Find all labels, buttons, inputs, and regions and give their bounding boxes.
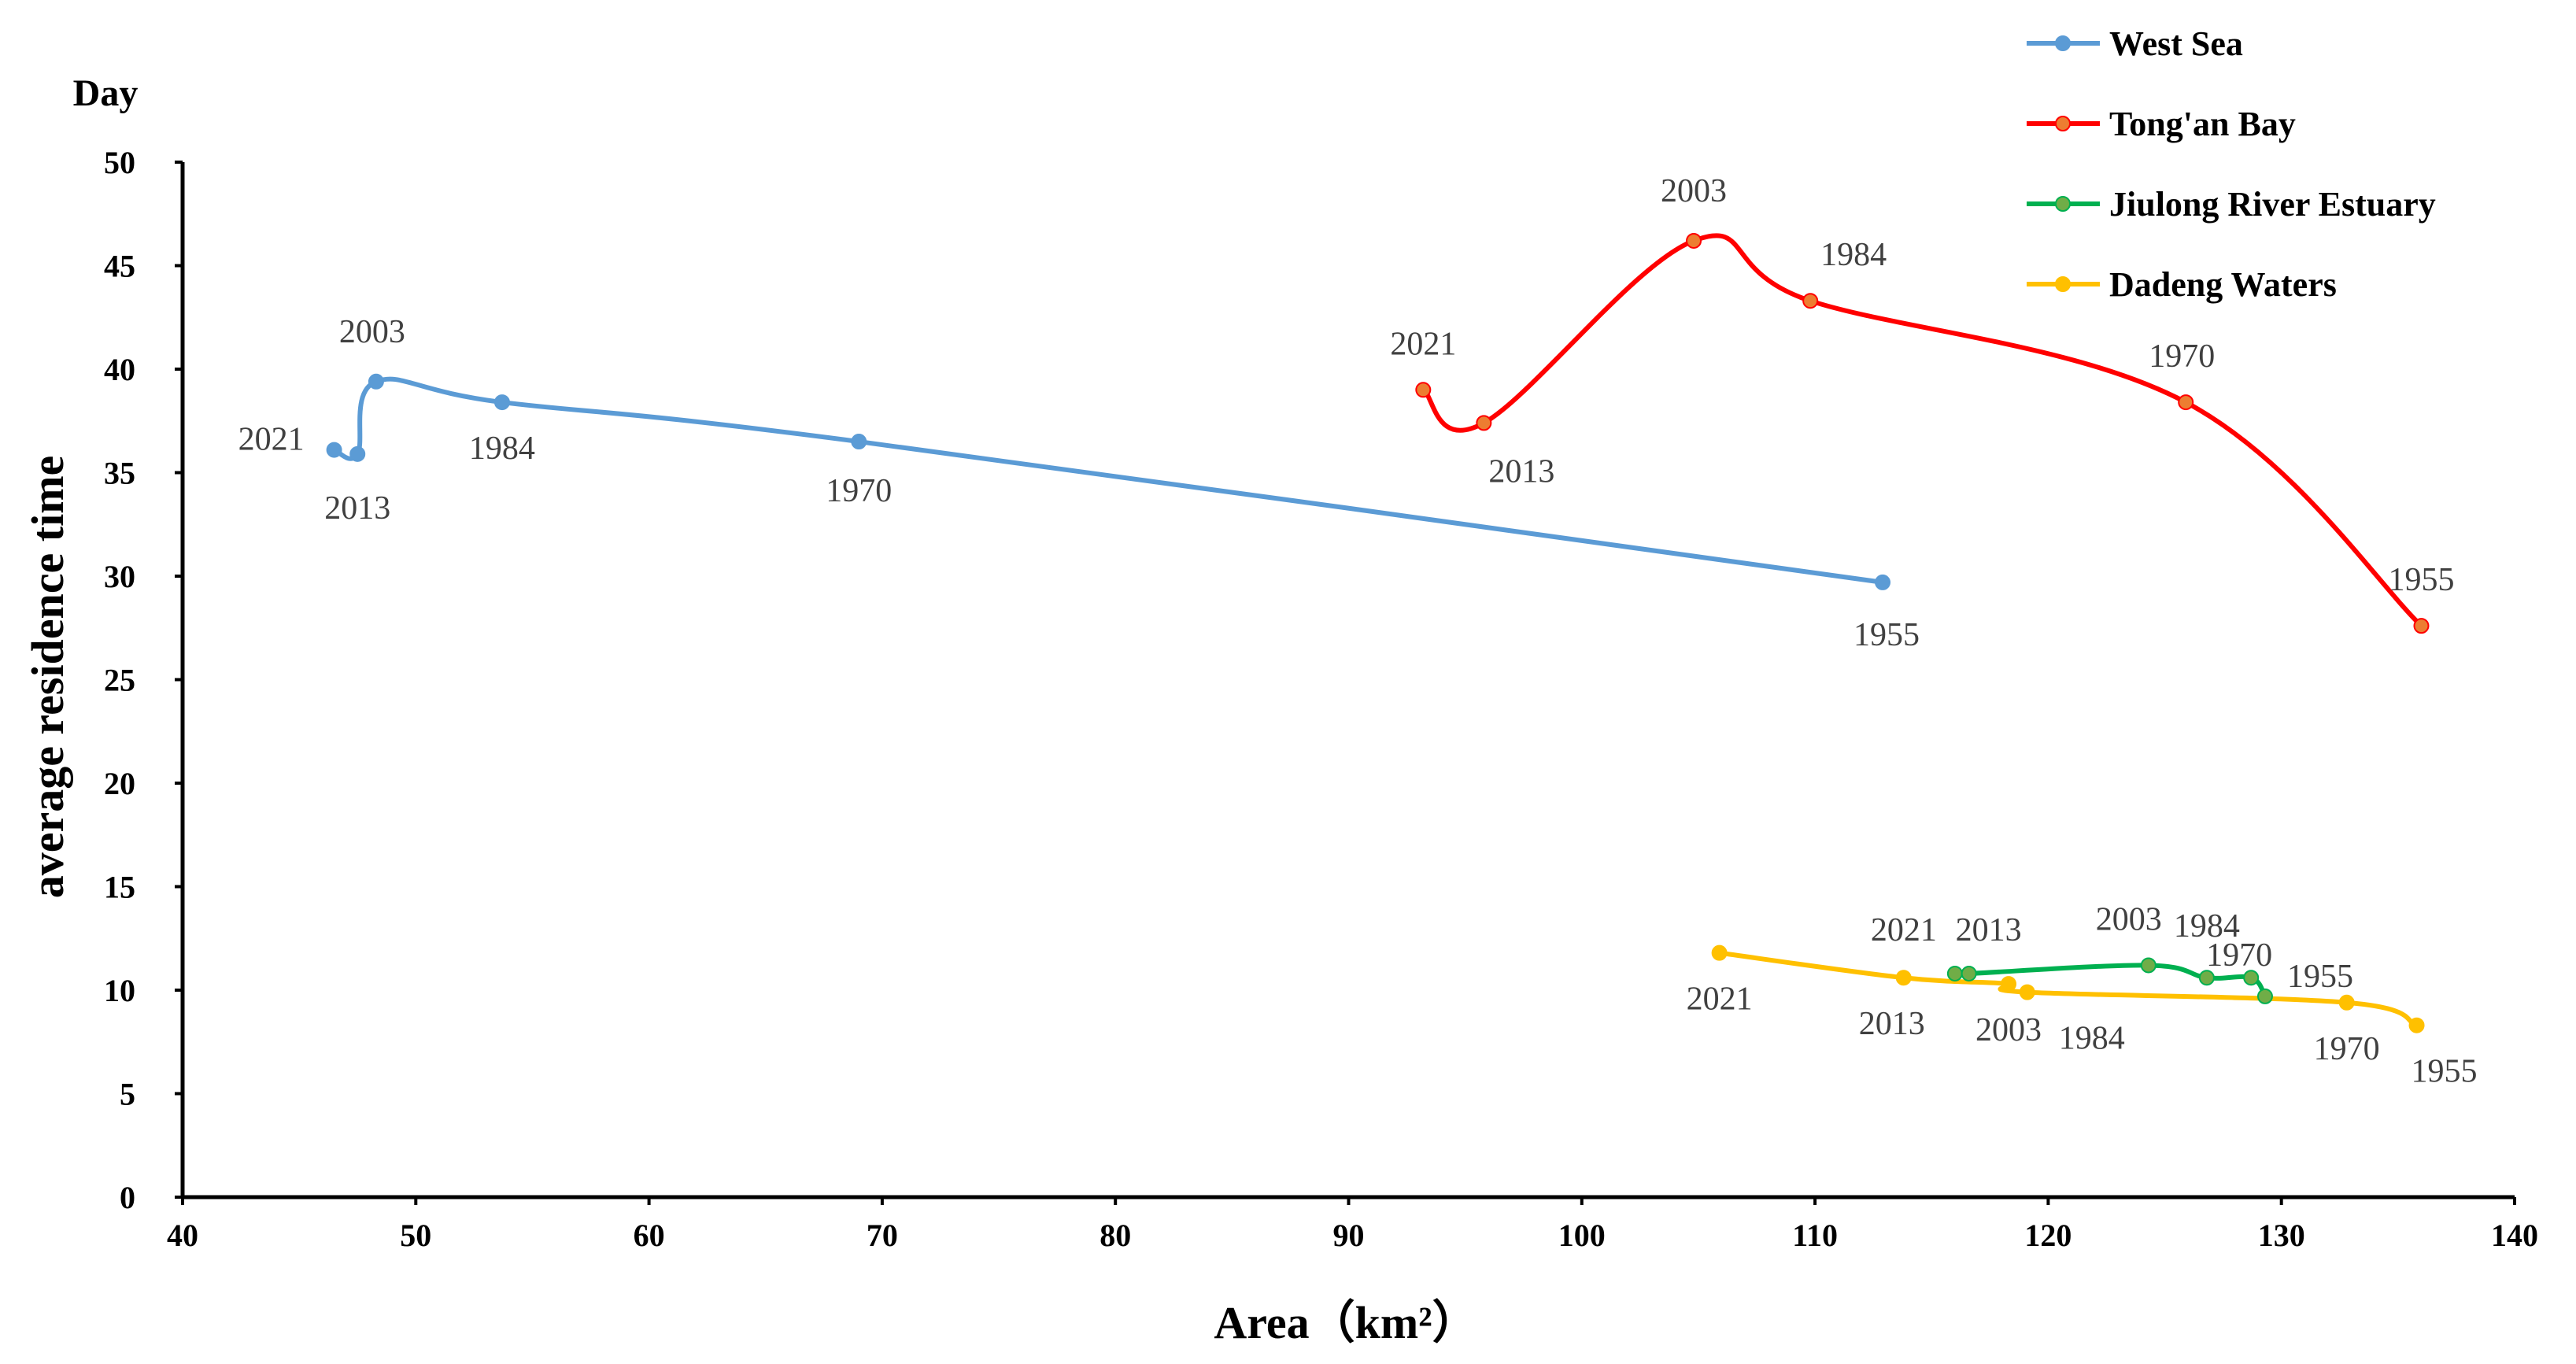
data-point <box>1686 232 1702 249</box>
data-point <box>349 445 366 462</box>
legend-marker <box>2055 196 2071 212</box>
y-tick-label: 20 <box>104 766 135 801</box>
series-labels: 2021201320031984197019552021201320031984… <box>238 173 2478 1090</box>
data-point <box>2256 988 2273 1004</box>
data-point <box>1711 944 1728 961</box>
data-label: 1984 <box>1820 237 1887 273</box>
x-tick-label: 70 <box>867 1218 898 1253</box>
data-label: 2021 <box>238 422 305 458</box>
data-label: 2013 <box>1956 912 2022 948</box>
data-point <box>2001 976 2017 993</box>
data-label: 2003 <box>1975 1012 2042 1048</box>
data-point <box>1946 965 1963 981</box>
x-axis-title: Area（km²） <box>1214 1297 1477 1348</box>
data-point <box>2198 970 2215 986</box>
y-tick-label: 25 <box>104 663 135 698</box>
data-label: 1955 <box>1853 617 1920 653</box>
data-point <box>2338 994 2355 1011</box>
data-label: 1955 <box>2388 562 2454 598</box>
legend-marker <box>2055 116 2071 131</box>
x-tick-label: 140 <box>2491 1218 2538 1253</box>
data-point <box>326 442 342 458</box>
data-point <box>1415 382 1432 398</box>
data-label: 2013 <box>324 490 390 527</box>
data-label: 2013 <box>1488 453 1554 490</box>
axes <box>180 162 2515 1200</box>
legend-label: Jiulong River Estuary <box>2109 185 2436 224</box>
y-tick-label: 10 <box>104 973 135 1008</box>
data-point <box>368 373 384 390</box>
data-label: 1984 <box>469 431 535 467</box>
data-point <box>2408 1017 2425 1033</box>
data-point <box>1802 293 1819 309</box>
data-point <box>1875 574 1891 590</box>
data-point <box>2019 984 2035 1000</box>
data-label: 1955 <box>2412 1054 2478 1090</box>
y-tick-label: 0 <box>120 1180 135 1215</box>
x-tick-label: 90 <box>1333 1218 1365 1253</box>
data-point <box>851 434 867 450</box>
x-tick-label: 100 <box>1558 1218 1606 1253</box>
data-label: 1970 <box>2149 338 2215 375</box>
y-tick-label: 35 <box>104 456 135 491</box>
x-tick-label: 50 <box>400 1218 431 1253</box>
legend: West Sea Tong'an Bay Jiulong River Estuary… <box>2027 24 2436 304</box>
data-label: 2003 <box>1661 173 1727 209</box>
data-label: 1970 <box>2314 1031 2380 1067</box>
data-label: 2021 <box>1390 326 1456 362</box>
data-label: 2021 <box>1871 912 1937 948</box>
data-label: 2013 <box>1859 1006 1925 1042</box>
x-tick-label: 40 <box>167 1218 198 1253</box>
data-label: 2003 <box>2096 901 2162 937</box>
data-label: 2003 <box>339 314 405 350</box>
legend-marker <box>2055 276 2071 292</box>
data-label: 1984 <box>2174 908 2240 944</box>
y-tick-label: 15 <box>104 870 135 905</box>
data-label: 1955 <box>2287 959 2353 995</box>
y-ticks: 0 5 10 15 20 25 30 35 40 45 50 <box>104 145 183 1215</box>
y-unit-label: Day <box>73 72 139 114</box>
y-axis-title: average residence time <box>22 456 73 899</box>
y-tick-label: 30 <box>104 559 135 594</box>
data-point <box>2178 394 2194 411</box>
x-tick-label: 120 <box>2024 1218 2072 1253</box>
legend-label: Dadeng Waters <box>2109 265 2337 304</box>
data-label: 1984 <box>2059 1021 2125 1057</box>
series-markers <box>326 232 2430 1033</box>
data-point <box>1961 965 1977 981</box>
x-ticks: 40 50 60 70 80 90 100 110 120 130 140 <box>167 1197 2538 1253</box>
x-tick-label: 60 <box>634 1218 665 1253</box>
data-label: 2021 <box>1687 981 1753 1018</box>
legend-label: Tong'an Bay <box>2109 105 2296 143</box>
legend-marker <box>2055 35 2071 51</box>
y-tick-label: 5 <box>120 1077 135 1112</box>
x-tick-label: 110 <box>1792 1218 1838 1253</box>
data-point <box>2243 970 2260 986</box>
x-tick-label: 130 <box>2258 1218 2305 1253</box>
series-line <box>1421 233 2424 629</box>
data-point <box>493 394 510 411</box>
y-tick-label: 45 <box>104 249 135 284</box>
data-label: 1970 <box>826 473 892 509</box>
x-tick-label: 80 <box>1100 1218 1131 1253</box>
data-point <box>2140 957 2157 974</box>
y-tick-label: 40 <box>104 352 135 387</box>
series-line <box>331 376 1886 585</box>
data-point <box>1476 415 1492 431</box>
y-tick-label: 50 <box>104 145 135 180</box>
legend-label: West Sea <box>2109 24 2243 63</box>
data-point <box>2413 618 2430 634</box>
data-label: 1970 <box>2206 937 2272 974</box>
data-point <box>1895 970 1912 986</box>
